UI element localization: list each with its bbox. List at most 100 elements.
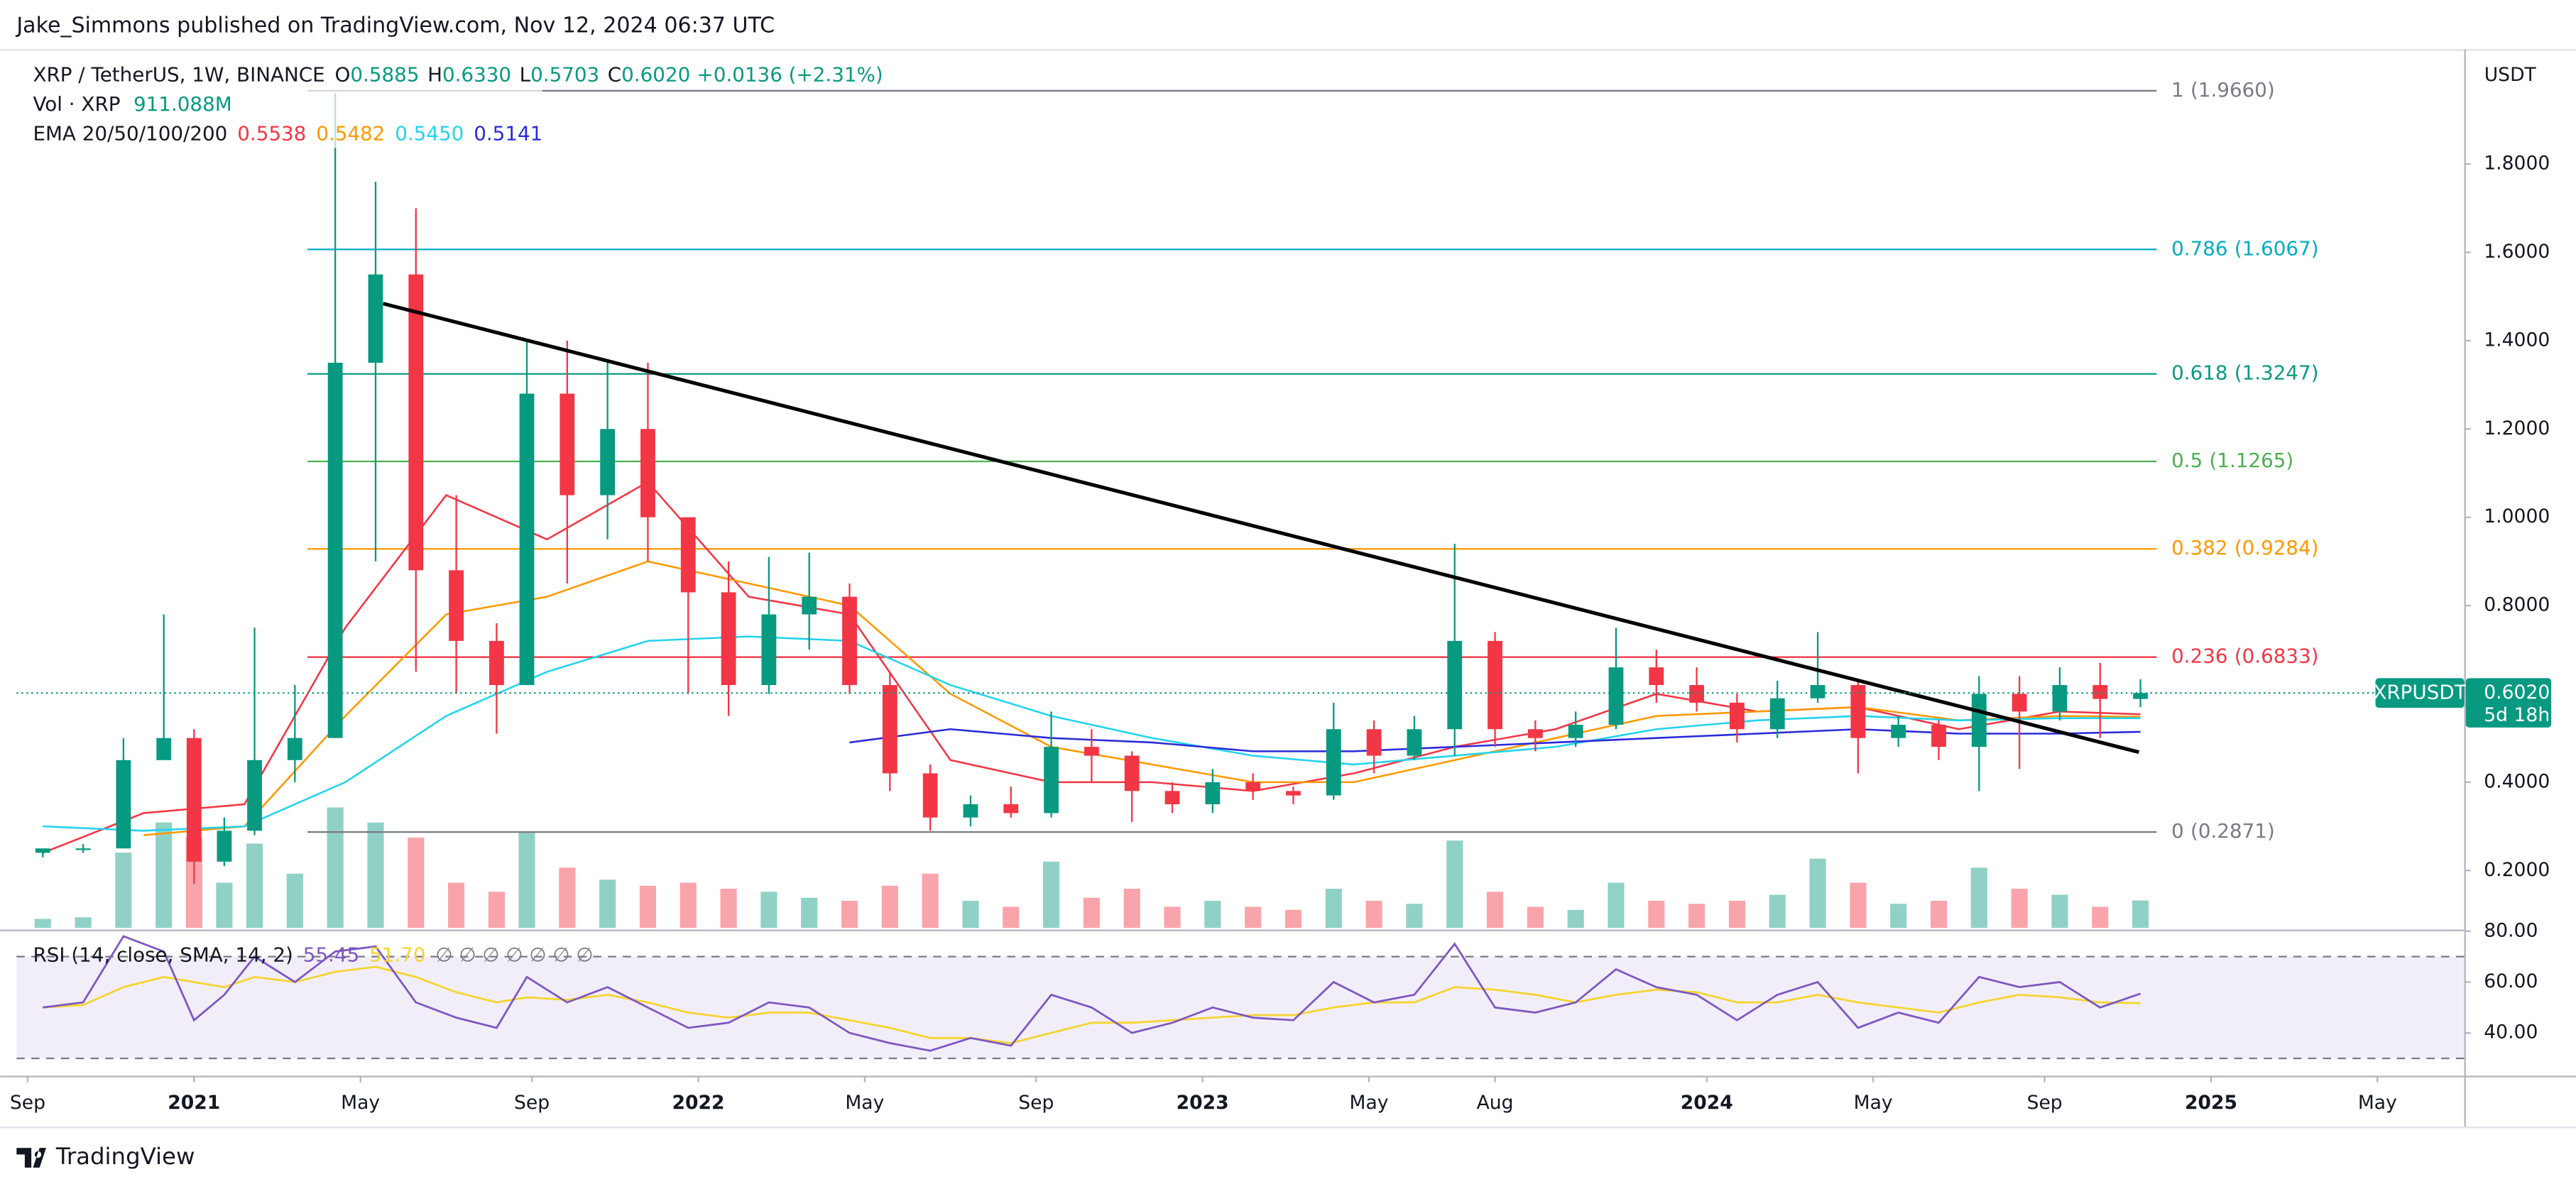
candle-body <box>721 592 736 686</box>
current-symbol-box <box>2375 678 2465 708</box>
countdown: 5d 18h <box>2484 704 2550 726</box>
trendline <box>382 302 2140 755</box>
volume-bar <box>1123 889 1140 928</box>
candle-body <box>1527 729 1543 738</box>
candle-body <box>116 760 131 849</box>
fib-label: 0 (0.2871) <box>2171 819 2275 843</box>
candle-body <box>1044 747 1059 813</box>
volume-value: 911.088M <box>133 92 232 116</box>
volume-bar <box>327 807 344 928</box>
y-tick-label: 1.8000 <box>2484 153 2550 175</box>
ohlc-key: L <box>520 62 531 86</box>
candle-body <box>802 596 817 615</box>
candle-body <box>1769 698 1785 730</box>
candle-body <box>1971 694 1987 747</box>
x-tick-label: May <box>2358 1092 2397 1114</box>
volume-bar <box>115 853 132 928</box>
current-price: 0.6020 <box>2484 681 2550 703</box>
volume-bar <box>1970 867 1987 928</box>
volume-bar <box>1245 906 1262 928</box>
legend-ema-row: EMA 20/50/100/200 0.5538 0.5482 0.5450 0.514… <box>33 122 542 146</box>
volume-bar <box>1930 900 1948 928</box>
current-price-box <box>2465 678 2552 728</box>
candle-body <box>882 685 897 774</box>
fib-label: 0.382 (0.9284) <box>2171 536 2318 559</box>
candle-body <box>1205 782 1221 804</box>
candle-body <box>1730 702 1745 730</box>
volume-bar <box>448 882 465 928</box>
y-tick-label: 1.4000 <box>2484 329 2550 351</box>
volume-bar <box>680 882 697 928</box>
candle-body <box>1689 685 1705 703</box>
volume-bar <box>286 873 303 928</box>
volume-bar <box>246 843 263 928</box>
x-tick-label: Sep <box>514 1092 550 1114</box>
volume-bar <box>1769 894 1786 928</box>
candle-body <box>1164 791 1180 804</box>
ema-value: 0.5450 <box>395 122 464 146</box>
volume-bar <box>1204 900 1221 928</box>
candle-body <box>680 517 696 593</box>
volume-bar <box>801 897 818 928</box>
volume-name: Vol · XRP <box>33 92 120 116</box>
candle-body <box>922 773 938 818</box>
volume-bar <box>1003 906 1020 928</box>
candle-body <box>1084 747 1099 756</box>
candle-body <box>1124 755 1140 791</box>
ohlc-key: H <box>427 62 442 86</box>
rsi-tick-label: 80.00 <box>2484 919 2538 941</box>
volume-bar <box>1688 904 1705 928</box>
volume-bar <box>408 837 425 928</box>
candle-body <box>640 429 655 517</box>
rsi-sma-line <box>43 965 2141 1044</box>
volume-bar <box>75 917 92 928</box>
candle-body <box>1810 685 1825 698</box>
x-tick-label: 2023 <box>1177 1092 1229 1114</box>
ohlc-value: 0.5885 <box>350 62 419 86</box>
ohlc-value: 0.6330 <box>442 62 511 86</box>
y-tick-label: 1.2000 <box>2484 417 2550 439</box>
candle-body <box>1488 640 1502 730</box>
x-tick-label: May <box>341 1092 380 1114</box>
fib-label: 0.618 (1.3247) <box>2171 361 2318 385</box>
volume-bar <box>1446 840 1463 928</box>
ema-line <box>143 560 2141 836</box>
candle-body <box>186 738 202 862</box>
x-tick-label: Sep <box>2027 1092 2063 1114</box>
fib-ratio: 0 <box>2171 819 2184 843</box>
volume-bar <box>1608 882 1625 928</box>
marks: 0.20000.40000.60000.80001.00001.20001.40… <box>10 78 2550 1114</box>
fib-price: (0.6833) <box>2234 645 2319 668</box>
candle-body <box>1407 729 1422 756</box>
legend-rsi-row: RSI (14, close, SMA, 14, 2) 55.45 51.70 ∅ ∅… <box>33 943 593 966</box>
volume-bar <box>639 885 657 928</box>
fib-ratio: 0.236 <box>2171 645 2227 668</box>
fib-ratio: 1 <box>2171 78 2184 102</box>
fib-ratio: 0.618 <box>2171 361 2227 385</box>
candle-body <box>1891 725 1906 738</box>
y-tick-label: 0.4000 <box>2484 770 2550 792</box>
volume-bar <box>2132 900 2149 928</box>
brand-name: TradingView <box>55 1143 195 1170</box>
candle-body <box>1931 725 1946 747</box>
volume-bar <box>922 873 939 928</box>
volume-bar <box>1083 897 1100 928</box>
candle-body <box>1608 667 1624 725</box>
candle-body <box>489 640 504 686</box>
fib-label: 0.5 (1.1265) <box>2171 449 2293 472</box>
candle-body <box>1286 791 1301 796</box>
x-tick-label: Aug <box>1477 1092 1514 1114</box>
change: +0.0136 (+2.31%) <box>697 62 883 86</box>
fib-price: (0.2871) <box>2190 819 2275 843</box>
fib-label: 1 (1.9660) <box>2171 78 2275 102</box>
volume-bar <box>841 900 858 928</box>
volume-bar <box>1486 892 1504 928</box>
volume-bar <box>1527 906 1544 928</box>
publisher: Jake_Simmons published on TradingView.co… <box>15 13 775 38</box>
volume-bar <box>599 880 616 928</box>
candle-body <box>2133 693 2148 699</box>
candle-body <box>761 614 777 686</box>
volume-bar <box>1850 882 1867 928</box>
rsi-sma-value: 51.70 <box>369 943 425 966</box>
rsi-value: 55.45 <box>303 943 359 966</box>
